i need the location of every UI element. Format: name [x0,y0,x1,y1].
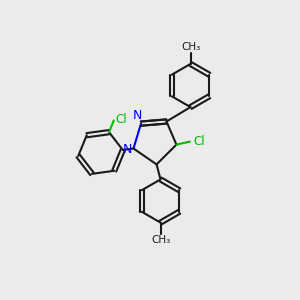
Text: Cl: Cl [115,113,127,126]
Text: CH₃: CH₃ [151,235,170,244]
Text: Cl: Cl [193,135,205,148]
Text: N: N [123,142,133,156]
Text: CH₃: CH₃ [181,42,200,52]
Text: N: N [133,109,142,122]
